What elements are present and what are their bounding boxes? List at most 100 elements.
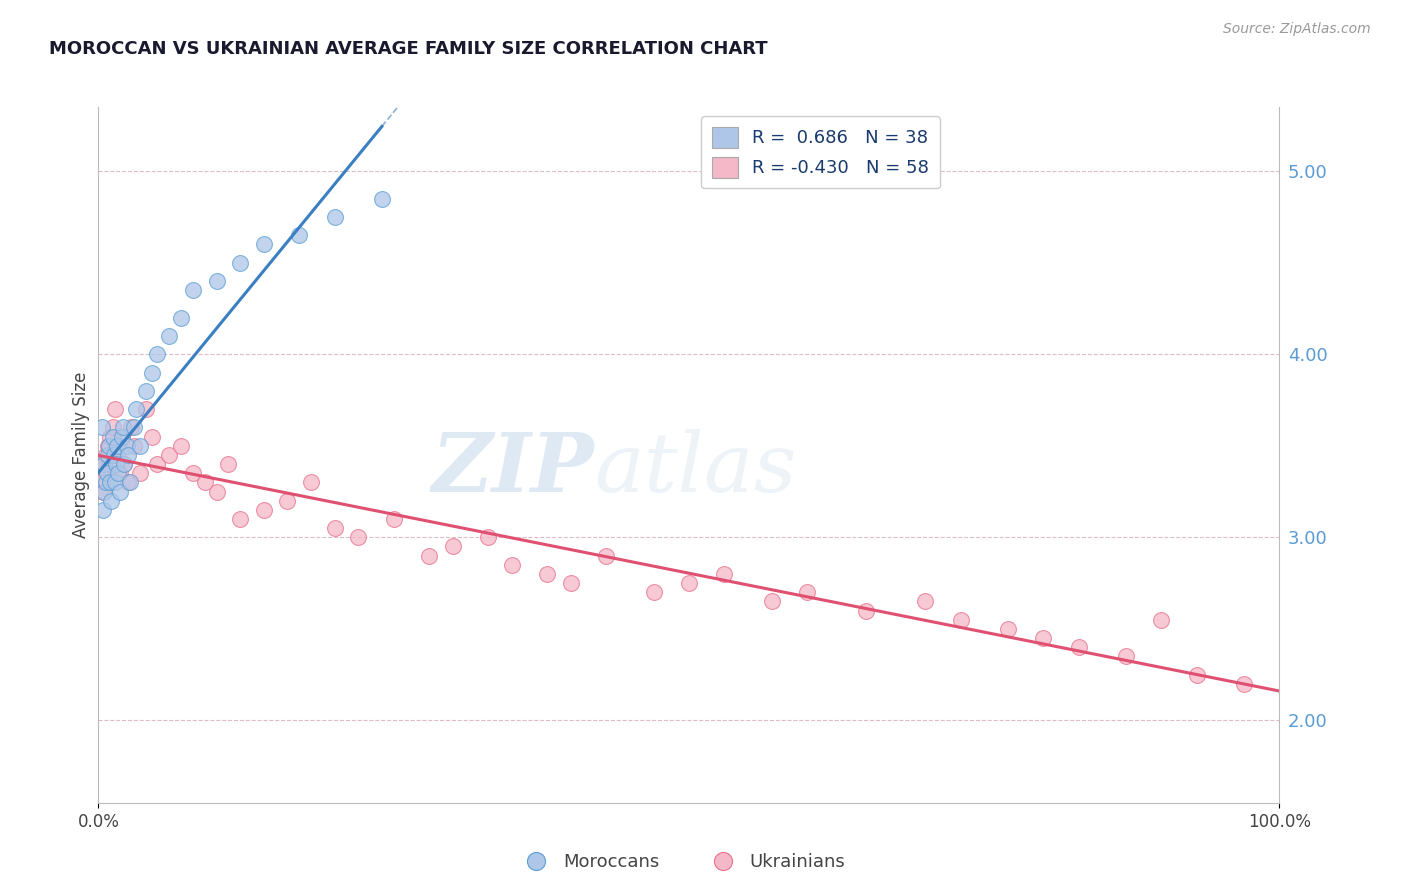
Point [101,420,124,434]
Point [194,475,217,490]
Point [146,347,169,361]
Point [595,549,617,563]
Point [105,448,128,462]
Point [323,521,346,535]
Point [117,475,139,490]
Point [288,228,311,243]
Point [121,420,143,434]
Point [170,310,193,325]
Point [229,255,252,269]
Point [94,475,117,490]
Point [1185,667,1208,681]
Point [253,237,276,252]
Point [141,366,163,380]
Text: MOROCCAN VS UKRAINIAN AVERAGE FAMILY SIZE CORRELATION CHART: MOROCCAN VS UKRAINIAN AVERAGE FAMILY SIZ… [49,40,768,58]
Point [914,594,936,608]
Point [122,420,145,434]
Point [103,448,125,462]
Point [111,429,134,443]
Text: atlas: atlas [595,429,797,508]
Point [100,493,122,508]
Point [107,467,129,481]
Point [855,603,877,617]
Point [157,329,180,343]
Point [643,585,665,599]
Point [323,210,346,224]
Point [91,484,114,499]
Point [997,622,1019,636]
Point [108,467,131,481]
Point [796,585,818,599]
Point [418,549,440,563]
Point [91,420,114,434]
Point [112,420,135,434]
Point [120,475,142,490]
Point [108,484,131,499]
Point [135,402,157,417]
Point [122,439,145,453]
Point [98,439,121,453]
Text: ZIP: ZIP [432,429,595,508]
Point [125,402,148,417]
Point [253,503,276,517]
Point [371,192,394,206]
Point [1067,640,1090,655]
Point [98,475,121,490]
Point [105,439,128,453]
Point [1150,613,1173,627]
Point [299,475,322,490]
Point [91,475,114,490]
Point [146,457,169,471]
Point [128,439,150,453]
Point [501,558,523,572]
Point [560,576,582,591]
Point [181,467,204,481]
Point [1115,649,1137,664]
Point [949,613,972,627]
Legend: Moroccans, Ukrainians: Moroccans, Ukrainians [510,847,853,879]
Point [117,448,139,462]
Point [97,448,120,462]
Point [111,429,134,443]
Point [441,540,464,554]
Point [100,448,122,462]
Point [536,566,558,581]
Point [181,283,204,297]
Point [96,467,118,481]
Point [98,429,121,443]
Point [105,439,128,453]
Point [1032,631,1054,645]
Point [170,439,193,453]
Point [1233,677,1256,691]
Point [93,484,115,499]
Point [205,484,228,499]
Point [276,493,298,508]
Point [135,384,157,398]
Point [97,439,120,453]
Legend: R =  0.686   N = 38, R = -0.430   N = 58: R = 0.686 N = 38, R = -0.430 N = 58 [702,116,939,188]
Point [104,475,127,490]
Point [217,457,239,471]
Point [141,429,163,443]
Point [382,512,405,526]
Point [93,457,115,471]
Point [98,457,121,471]
Point [101,429,124,443]
Point [105,457,128,471]
Point [112,457,135,471]
Y-axis label: Average Family Size: Average Family Size [72,372,90,538]
Point [104,402,127,417]
Point [96,467,118,481]
Point [761,594,783,608]
Point [477,530,499,544]
Point [115,439,138,453]
Point [205,274,228,288]
Point [128,467,150,481]
Point [229,512,252,526]
Point [157,448,180,462]
Point [713,566,735,581]
Text: Source: ZipAtlas.com: Source: ZipAtlas.com [1223,22,1371,37]
Point [347,530,370,544]
Point [93,457,115,471]
Point [94,448,117,462]
